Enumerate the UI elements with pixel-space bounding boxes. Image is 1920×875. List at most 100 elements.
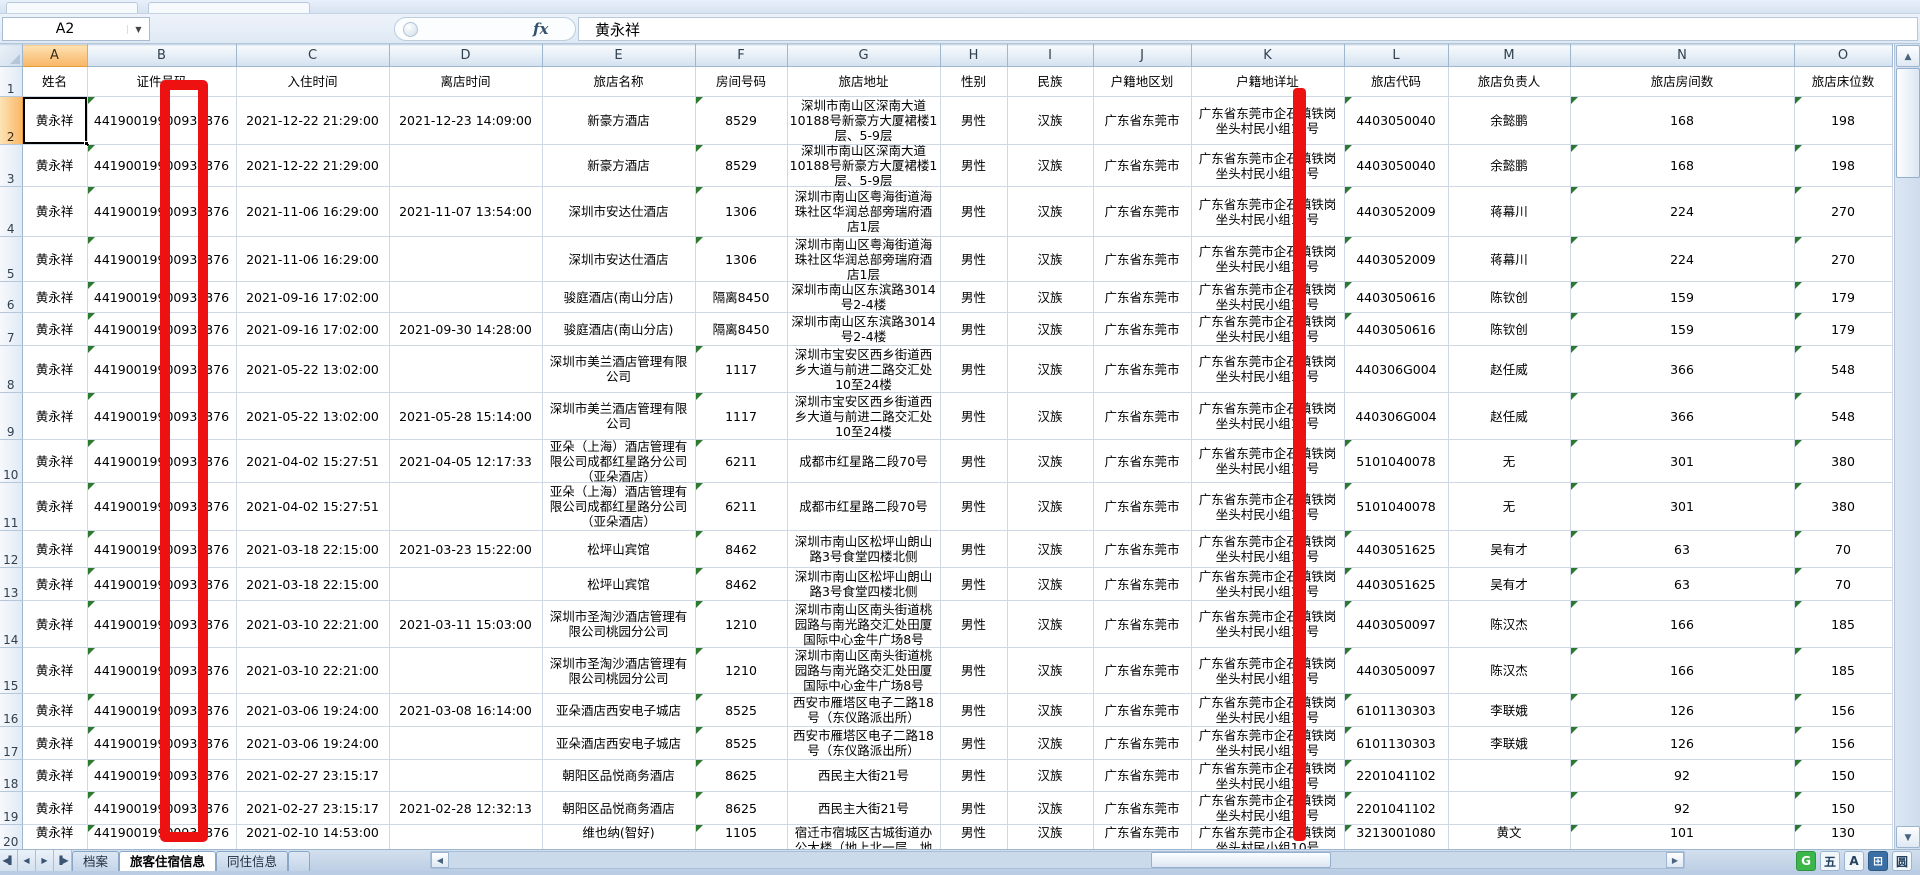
cell-K2[interactable]: 广东省东莞市企石镇铁岗 坐头村民小组10号 [1191,96,1345,145]
cell-L6[interactable]: 4403050616 [1344,281,1449,313]
cell-E6[interactable]: 骏庭酒店(南山分店) [542,281,696,313]
tray-icon-1[interactable]: 五 [1820,851,1840,871]
cell-I1[interactable]: 民族 [1007,66,1094,97]
column-header-j[interactable]: J [1093,44,1192,67]
cell-D16[interactable]: 2021-03-08 16:14:00 [389,693,543,727]
cell-G14[interactable]: 深圳市南山区南头街道桃 园路与南光路交汇处田厦 国际中心金牛广场8号 [787,600,941,648]
cell-C2[interactable]: 2021-12-22 21:29:00 [236,96,390,145]
cell-C13[interactable]: 2021-03-18 22:15:00 [236,567,390,601]
cell-C8[interactable]: 2021-05-22 13:02:00 [236,345,390,393]
cell-L18[interactable]: 2201041102 [1344,759,1449,792]
cell-A10[interactable]: 黄永祥 [22,439,88,483]
cell-H3[interactable]: 男性 [940,144,1008,187]
cell-E3[interactable]: 新豪方酒店 [542,144,696,187]
cell-F5[interactable]: 1306 [695,236,788,282]
cell-D14[interactable]: 2021-03-11 15:03:00 [389,600,543,648]
cell-C11[interactable]: 2021-04-02 15:27:51 [236,482,390,531]
cell-F17[interactable]: 8525 [695,726,788,760]
cell-E11[interactable]: 亚朵（上海）酒店管理有 限公司成都红星路分公司 （亚朵酒店） [542,482,696,531]
cell-I2[interactable]: 汉族 [1007,96,1094,145]
cell-K16[interactable]: 广东省东莞市企石镇铁岗 坐头村民小组10号 [1191,693,1345,727]
column-header-g[interactable]: G [787,44,941,67]
cell-D19[interactable]: 2021-02-28 12:32:13 [389,791,543,825]
column-header-d[interactable]: D [389,44,543,67]
cell-A3[interactable]: 黄永祥 [22,144,88,187]
cell-M19[interactable] [1448,791,1571,825]
cell-O7[interactable]: 179 [1794,312,1893,346]
cell-N6[interactable]: 159 [1570,281,1795,313]
cell-I4[interactable]: 汉族 [1007,186,1094,237]
cell-M14[interactable]: 陈汉杰 [1448,600,1571,648]
cell-D4[interactable]: 2021-11-07 13:54:00 [389,186,543,237]
scroll-right-icon[interactable]: ▶ [1666,852,1684,868]
cell-G20[interactable]: 宿迁市宿城区古城街道办 公大楼（地上北一层、地 [787,824,941,849]
cell-N14[interactable]: 166 [1570,600,1795,648]
cell-E2[interactable]: 新豪方酒店 [542,96,696,145]
cell-J18[interactable]: 广东省东莞市 [1093,759,1192,792]
cell-L1[interactable]: 旅店代码 [1344,66,1449,97]
cell-F15[interactable]: 1210 [695,647,788,694]
tab-nav-icon-0[interactable]: ◀▌ [0,850,18,871]
cell-A18[interactable]: 黄永祥 [22,759,88,792]
cell-H4[interactable]: 男性 [940,186,1008,237]
cell-A14[interactable]: 黄永祥 [22,600,88,648]
column-header-a[interactable]: A [22,44,88,67]
column-header-m[interactable]: M [1448,44,1571,67]
cell-I14[interactable]: 汉族 [1007,600,1094,648]
cell-G18[interactable]: 西民主大街21号 [787,759,941,792]
row-header-10[interactable]: 10 [0,439,23,483]
cell-I13[interactable]: 汉族 [1007,567,1094,601]
cell-A20[interactable]: 黄永祥 [22,824,88,849]
cell-O4[interactable]: 270 [1794,186,1893,237]
tray-icon-2[interactable]: A [1844,851,1864,871]
cell-M11[interactable]: 无 [1448,482,1571,531]
cell-J2[interactable]: 广东省东莞市 [1093,96,1192,145]
cell-O6[interactable]: 179 [1794,281,1893,313]
cell-F2[interactable]: 8529 [695,96,788,145]
row-header-2[interactable]: 2 [0,96,23,145]
cell-K8[interactable]: 广东省东莞市企石镇铁岗 坐头村民小组10号 [1191,345,1345,393]
cell-L19[interactable]: 2201041102 [1344,791,1449,825]
cell-A4[interactable]: 黄永祥 [22,186,88,237]
cell-J11[interactable]: 广东省东莞市 [1093,482,1192,531]
cell-H11[interactable]: 男性 [940,482,1008,531]
cell-F14[interactable]: 1210 [695,600,788,648]
sheet-tab-档案[interactable]: 档案 [72,851,120,871]
cell-C17[interactable]: 2021-03-06 19:24:00 [236,726,390,760]
cell-O20[interactable]: 130 [1794,824,1893,849]
cell-E8[interactable]: 深圳市美兰酒店管理有限 公司 [542,345,696,393]
cell-N11[interactable]: 301 [1570,482,1795,531]
cell-H12[interactable]: 男性 [940,530,1008,568]
cell-L14[interactable]: 4403050097 [1344,600,1449,648]
cell-A5[interactable]: 黄永祥 [22,236,88,282]
row-header-16[interactable]: 16 [0,693,23,727]
cell-E4[interactable]: 深圳市安达仕酒店 [542,186,696,237]
cell-J17[interactable]: 广东省东莞市 [1093,726,1192,760]
cell-D2[interactable]: 2021-12-23 14:09:00 [389,96,543,145]
cell-F20[interactable]: 1105 [695,824,788,849]
cell-E20[interactable]: 维也纳(智好) [542,824,696,849]
cell-A6[interactable]: 黄永祥 [22,281,88,313]
cell-D13[interactable] [389,567,543,601]
cell-L7[interactable]: 4403050616 [1344,312,1449,346]
cell-J16[interactable]: 广东省东莞市 [1093,693,1192,727]
cell-D8[interactable] [389,345,543,393]
cell-K7[interactable]: 广东省东莞市企石镇铁岗 坐头村民小组10号 [1191,312,1345,346]
row-header-11[interactable]: 11 [0,482,23,531]
cell-M1[interactable]: 旅店负责人 [1448,66,1571,97]
cell-F7[interactable]: 隔离8450 [695,312,788,346]
cell-I7[interactable]: 汉族 [1007,312,1094,346]
row-header-20[interactable]: 20 [0,824,23,849]
cell-D10[interactable]: 2021-04-05 12:17:33 [389,439,543,483]
cell-C10[interactable]: 2021-04-02 15:27:51 [236,439,390,483]
cell-I16[interactable]: 汉族 [1007,693,1094,727]
cell-E9[interactable]: 深圳市美兰酒店管理有限 公司 [542,392,696,440]
cell-C9[interactable]: 2021-05-22 13:02:00 [236,392,390,440]
cell-H15[interactable]: 男性 [940,647,1008,694]
column-header-b[interactable]: B [87,44,237,67]
cell-E10[interactable]: 亚朵（上海）酒店管理有 限公司成都红星路分公司 （亚朵酒店） [542,439,696,483]
cell-J10[interactable]: 广东省东莞市 [1093,439,1192,483]
row-header-12[interactable]: 12 [0,530,23,568]
cell-I3[interactable]: 汉族 [1007,144,1094,187]
cell-O13[interactable]: 70 [1794,567,1893,601]
